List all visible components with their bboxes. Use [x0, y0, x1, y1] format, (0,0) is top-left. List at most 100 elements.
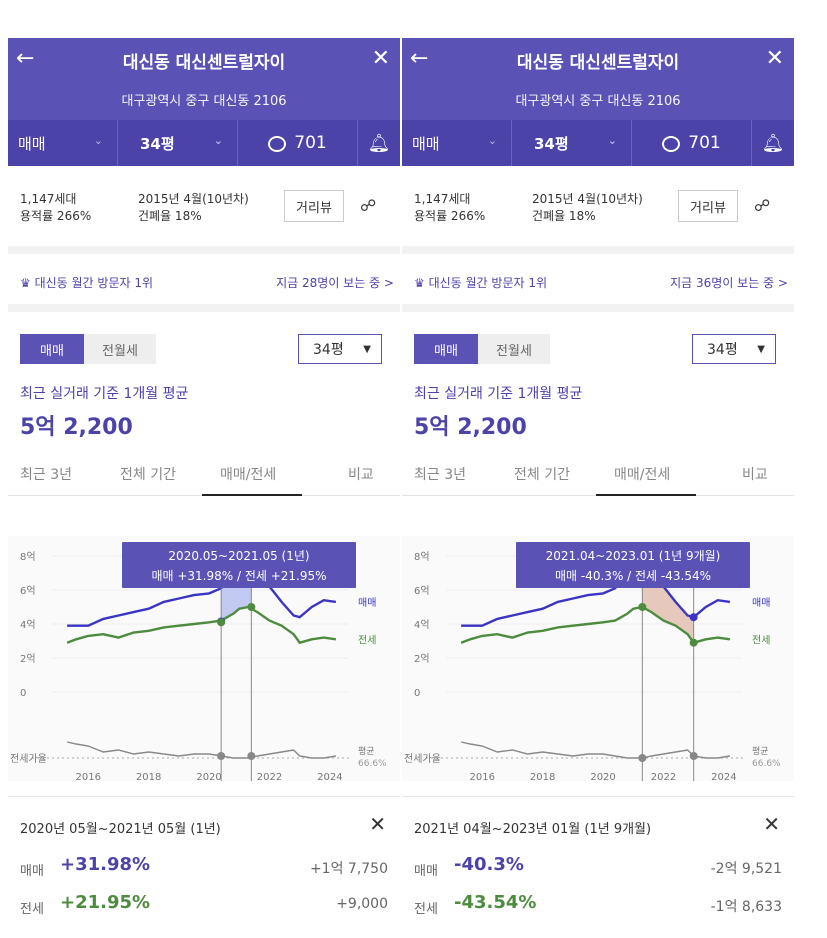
visitor-rank-text: 대신동 월간 방문자 1위	[428, 276, 548, 290]
ratio-axis-label: 전세가율	[10, 753, 47, 765]
segment-sale[interactable]: 매매	[414, 334, 478, 364]
y-tick-label: 0	[414, 688, 420, 699]
y-tick-label: 6억	[414, 585, 430, 597]
close-selection-icon[interactable]: ✕	[763, 812, 780, 836]
pyeong-select-value: 34평	[313, 342, 344, 358]
comments-button[interactable]: 701	[632, 120, 752, 166]
tooltip-box	[516, 542, 750, 588]
trade-type-dropdown[interactable]: 매매 ⌄	[402, 120, 512, 166]
x-tick-label: 2018	[530, 772, 555, 783]
average-label: 평균	[752, 746, 769, 757]
floor-area-ratio: 용적률 266%	[20, 209, 92, 223]
jeonse-label: 전세	[20, 902, 44, 917]
built-date: 2015년 4월(10년차)	[138, 192, 249, 206]
complex-title: 대신동 대신센트럴자이	[122, 53, 286, 73]
pyeong-label: 34평	[140, 134, 175, 153]
caret-down-icon: ▼	[757, 344, 765, 355]
back-arrow-icon[interactable]: ←	[410, 46, 429, 71]
comment-count: 701	[294, 133, 327, 153]
average-value-label: 66.6%	[358, 759, 387, 769]
divider	[402, 796, 794, 797]
tab-sale-jeonse[interactable]: 매매/전세	[614, 467, 671, 483]
jeonse-label: 전세	[414, 902, 438, 917]
range-point	[689, 613, 698, 622]
segment-rent[interactable]: 전월세	[478, 334, 550, 364]
series-sale-line	[461, 564, 731, 627]
street-view-button[interactable]: 거리뷰	[678, 190, 738, 222]
pyeong-select[interactable]: 34평 ▼	[298, 334, 382, 364]
share-icon[interactable]: ☍	[360, 196, 377, 215]
range-point	[638, 603, 647, 611]
back-arrow-icon[interactable]: ←	[16, 46, 35, 71]
notification-button[interactable]: 🔔︎	[358, 120, 400, 166]
visitor-rank-text: 대신동 월간 방문자 1위	[34, 276, 154, 290]
y-tick-label: 8억	[414, 551, 430, 563]
listing-panel-left: ← 대신동 대신센트럴자이 ✕ 대구광역시 중구 대신동 2106 매매 ⌄ 34…	[8, 38, 400, 938]
sale-change-amount: -2억 9,521	[710, 861, 782, 877]
chevron-down-icon: ⌄	[487, 134, 497, 147]
building-coverage: 건폐율 18%	[138, 209, 202, 223]
sale-change-pct: -40.3%	[454, 854, 524, 875]
listing-panel-right: ← 대신동 대신센트럴자이 ✕ 대구광역시 중구 대신동 2106 매매 ⌄ 34…	[402, 38, 794, 938]
x-tick-label: 2016	[470, 772, 495, 783]
complex-info: 1,147세대 용적률 266% 2015년 4월(10년차) 건폐율 18% …	[8, 166, 400, 246]
chevron-down-icon: ⌄	[213, 134, 223, 147]
sale-change-pct: +31.98%	[60, 854, 151, 875]
sale-change-amount: +1억 7,750	[309, 861, 388, 877]
visitor-banner[interactable]: ♛ 대신동 월간 방문자 1위 지금 36명이 보는 중 >	[402, 260, 794, 300]
y-tick-label: 2억	[20, 653, 36, 665]
visitor-banner[interactable]: ♛ 대신동 월간 방문자 1위 지금 28명이 보는 중 >	[8, 260, 400, 300]
share-icon[interactable]: ☍	[754, 196, 771, 215]
x-tick-label: 2018	[136, 772, 161, 783]
segment-rent[interactable]: 전월세	[84, 334, 156, 364]
ratio-point	[217, 752, 226, 760]
complex-title: 대신동 대신센트럴자이	[516, 53, 680, 73]
comments-button[interactable]: 701	[238, 120, 358, 166]
series-sale-label: 매매	[358, 597, 376, 609]
y-tick-label: 0	[20, 688, 26, 699]
tab-all-period[interactable]: 전체 기간	[514, 467, 570, 483]
average-price: 5억 2,200	[20, 415, 133, 440]
bell-icon: 🔔︎	[367, 132, 391, 154]
close-icon[interactable]: ✕	[371, 46, 390, 71]
tab-compare[interactable]: 비교	[742, 467, 768, 483]
pyeong-select[interactable]: 34평 ▼	[692, 334, 776, 364]
visitor-rank: ♛ 대신동 월간 방문자 1위	[414, 274, 547, 291]
tooltip-detail: 매매 -40.3% / 전세 -43.54%	[555, 569, 711, 583]
jeonse-change-pct: -43.54%	[454, 892, 537, 913]
selection-range: 2021년 04월~2023년 01월 (1년 9개월)	[414, 822, 652, 837]
header-bar: ← 대신동 대신센트럴자이 ✕ 대구광역시 중구 대신동 2106	[402, 38, 794, 120]
complex-address: 대구광역시 중구 대신동 2106	[121, 94, 287, 109]
close-selection-icon[interactable]: ✕	[369, 812, 386, 836]
close-icon[interactable]: ✕	[765, 46, 784, 71]
caret-down-icon: ▼	[363, 344, 371, 355]
pyeong-dropdown[interactable]: 34평 ⌄	[512, 120, 632, 166]
divider	[402, 304, 794, 312]
tab-sale-jeonse[interactable]: 매매/전세	[220, 467, 277, 483]
jeonse-change-pct: +21.95%	[60, 892, 151, 913]
average-label: 최근 실거래 기준 1개월 평균	[20, 386, 189, 402]
trade-type-dropdown[interactable]: 매매 ⌄	[8, 120, 118, 166]
segment-sale[interactable]: 매매	[20, 334, 84, 364]
notification-button[interactable]: 🔔︎	[752, 120, 794, 166]
selection-summary: 2020년 05월~2021년 05월 (1년) ✕ 매매 +31.98% +1…	[8, 796, 400, 938]
pyeong-label: 34평	[534, 134, 569, 153]
crown-icon: ♛	[414, 276, 429, 290]
tab-recent-3y[interactable]: 최근 3년	[414, 467, 466, 483]
y-tick-label: 4억	[20, 619, 36, 631]
jeonse-change-row: 전세 -43.54% -1억 8,633	[414, 892, 782, 922]
y-tick-label: 8억	[20, 551, 36, 563]
tab-compare[interactable]: 비교	[348, 467, 374, 483]
filter-bar: 매매 ⌄ 34평 ⌄ 701 🔔︎	[8, 120, 400, 166]
sale-label: 매매	[414, 864, 438, 879]
street-view-button[interactable]: 거리뷰	[284, 190, 344, 222]
trade-type-label: 매매	[18, 134, 46, 153]
pyeong-dropdown[interactable]: 34평 ⌄	[118, 120, 238, 166]
tab-recent-3y[interactable]: 최근 3년	[20, 467, 72, 483]
range-point	[247, 603, 256, 611]
tab-all-period[interactable]: 전체 기간	[120, 467, 176, 483]
complex-info: 1,147세대 용적률 266% 2015년 4월(10년차) 건폐율 18% …	[402, 166, 794, 246]
series-jeonse-label: 전세	[752, 634, 770, 646]
